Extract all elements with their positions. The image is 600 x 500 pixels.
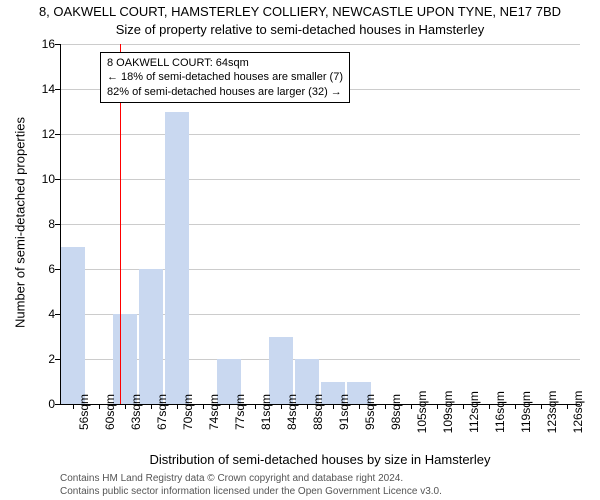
ytick-mark bbox=[55, 359, 60, 360]
bar bbox=[139, 269, 162, 404]
xtick-mark bbox=[151, 404, 152, 409]
ytick-label: 2 bbox=[30, 352, 55, 366]
info-box-line: 8 OAKWELL COURT: 64sqm bbox=[107, 56, 343, 70]
gridline-h bbox=[60, 224, 580, 225]
xtick-mark bbox=[281, 404, 282, 409]
xtick-label: 81sqm bbox=[259, 394, 273, 430]
xtick-label: 123sqm bbox=[545, 391, 559, 434]
xtick-mark bbox=[437, 404, 438, 409]
xtick-label: 105sqm bbox=[415, 391, 429, 434]
xtick-mark bbox=[463, 404, 464, 409]
xtick-label: 63sqm bbox=[129, 394, 143, 430]
ytick-mark bbox=[55, 269, 60, 270]
ytick-mark bbox=[55, 314, 60, 315]
xtick-mark bbox=[307, 404, 308, 409]
bar bbox=[61, 247, 84, 405]
xtick-mark bbox=[515, 404, 516, 409]
ytick-label: 0 bbox=[30, 397, 55, 411]
xtick-label: 91sqm bbox=[337, 394, 351, 430]
gridline-h bbox=[60, 44, 580, 45]
xtick-label: 126sqm bbox=[571, 391, 585, 434]
xtick-label: 95sqm bbox=[363, 394, 377, 430]
ytick-label: 14 bbox=[30, 82, 55, 96]
xtick-mark bbox=[177, 404, 178, 409]
xtick-mark bbox=[411, 404, 412, 409]
bar bbox=[113, 314, 136, 404]
chart-title-sub: Size of property relative to semi-detach… bbox=[0, 22, 600, 37]
bar bbox=[165, 112, 188, 405]
ytick-mark bbox=[55, 89, 60, 90]
gridline-h bbox=[60, 134, 580, 135]
ytick-label: 10 bbox=[30, 172, 55, 186]
ytick-label: 16 bbox=[30, 37, 55, 51]
ytick-mark bbox=[55, 134, 60, 135]
y-axis-line bbox=[60, 44, 61, 404]
xtick-label: 60sqm bbox=[103, 394, 117, 430]
info-box-line: 82% of semi-detached houses are larger (… bbox=[107, 85, 343, 99]
chart-title-main: 8, OAKWELL COURT, HAMSTERLEY COLLIERY, N… bbox=[0, 4, 600, 19]
ytick-mark bbox=[55, 179, 60, 180]
xtick-label: 77sqm bbox=[233, 394, 247, 430]
xtick-label: 98sqm bbox=[389, 394, 403, 430]
xtick-label: 56sqm bbox=[77, 394, 91, 430]
xtick-mark bbox=[385, 404, 386, 409]
ytick-label: 8 bbox=[30, 217, 55, 231]
attribution-line-2: Contains public sector information licen… bbox=[60, 485, 442, 498]
xtick-label: 109sqm bbox=[441, 391, 455, 434]
info-box: 8 OAKWELL COURT: 64sqm← 18% of semi-deta… bbox=[100, 52, 350, 103]
xtick-mark bbox=[229, 404, 230, 409]
xtick-mark bbox=[333, 404, 334, 409]
attribution-text: Contains HM Land Registry data © Crown c… bbox=[60, 472, 442, 498]
y-axis-label: Number of semi-detached properties bbox=[13, 113, 28, 333]
xtick-mark bbox=[99, 404, 100, 409]
xtick-mark bbox=[359, 404, 360, 409]
xtick-label: 67sqm bbox=[155, 394, 169, 430]
ytick-mark bbox=[55, 404, 60, 405]
xtick-mark bbox=[203, 404, 204, 409]
x-axis-label: Distribution of semi-detached houses by … bbox=[60, 452, 580, 467]
xtick-mark bbox=[541, 404, 542, 409]
gridline-h bbox=[60, 179, 580, 180]
xtick-mark bbox=[567, 404, 568, 409]
xtick-mark bbox=[255, 404, 256, 409]
gridline-h bbox=[60, 269, 580, 270]
ytick-mark bbox=[55, 44, 60, 45]
gridline-h bbox=[60, 359, 580, 360]
xtick-mark bbox=[73, 404, 74, 409]
xtick-label: 84sqm bbox=[285, 394, 299, 430]
ytick-label: 12 bbox=[30, 127, 55, 141]
xtick-label: 88sqm bbox=[311, 394, 325, 430]
xtick-label: 70sqm bbox=[181, 394, 195, 430]
xtick-label: 74sqm bbox=[207, 394, 221, 430]
ytick-label: 6 bbox=[30, 262, 55, 276]
xtick-label: 119sqm bbox=[519, 391, 533, 433]
xtick-mark bbox=[489, 404, 490, 409]
gridline-h bbox=[60, 314, 580, 315]
info-box-line: ← 18% of semi-detached houses are smalle… bbox=[107, 70, 343, 84]
xtick-label: 112sqm bbox=[467, 391, 481, 433]
ytick-label: 4 bbox=[30, 307, 55, 321]
ytick-mark bbox=[55, 224, 60, 225]
attribution-line-1: Contains HM Land Registry data © Crown c… bbox=[60, 472, 442, 485]
xtick-label: 116sqm bbox=[493, 391, 507, 433]
xtick-mark bbox=[125, 404, 126, 409]
